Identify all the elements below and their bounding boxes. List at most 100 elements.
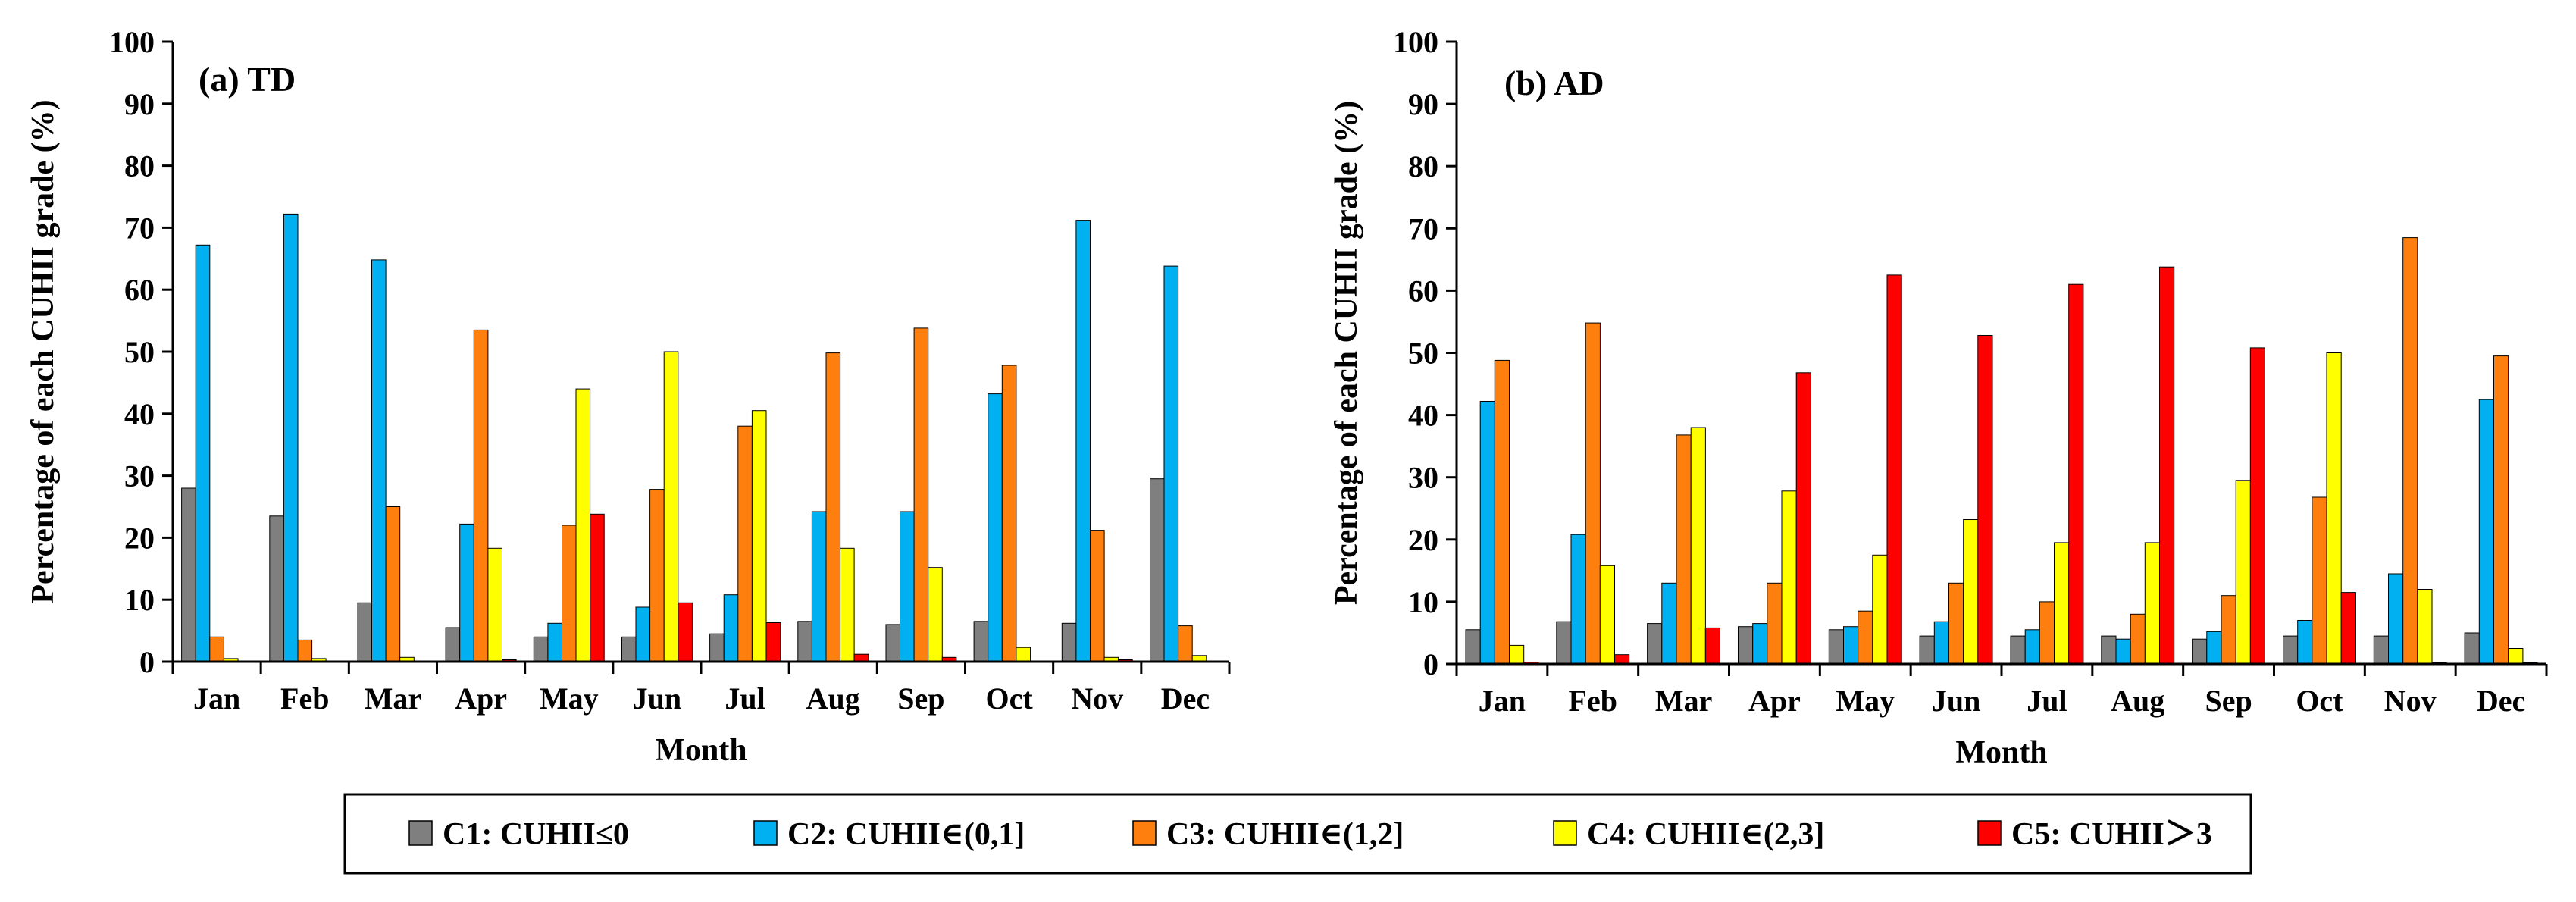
x-tick-label-mar: Mar	[1655, 684, 1713, 718]
x-tick-label-feb: Feb	[280, 681, 329, 716]
bar-jul-c5	[2068, 283, 2084, 665]
x-tick-label-may: May	[540, 681, 599, 716]
bar-jan-c2	[195, 244, 211, 662]
bar-apr-c4	[487, 547, 503, 662]
legend-swatch	[753, 820, 778, 846]
panel-a-chart: 0 10 20 30 40 50 60 70 80 90 100 Jan Feb Mar Apr May Jun…	[26, 25, 1231, 768]
bar-jan-c3	[209, 636, 224, 662]
bar-sep-c2	[900, 511, 915, 662]
bar-mar-c1	[357, 602, 373, 662]
x-tick-label-oct: Oct	[985, 681, 1033, 716]
bar-jul-c3	[2039, 601, 2055, 665]
legend-item-c3: C3: CUHII∈(1,2]	[1132, 817, 1404, 852]
bar-jun-c2	[1933, 621, 1950, 665]
bar-nov-c1	[1061, 622, 1077, 662]
bar-jan-c2	[1479, 401, 1495, 665]
y-tick-label: 90	[1408, 87, 1438, 121]
bar-apr-c2	[1752, 623, 1768, 665]
legend-item-c1: C1: CUHII≤0	[408, 817, 629, 852]
x-tick-label-jan: Jan	[193, 681, 240, 716]
bar-oct-c2	[988, 393, 1003, 662]
bar-jul-c1	[2010, 635, 2026, 665]
bar-may-c1	[533, 636, 549, 662]
bar-dec-c1	[2464, 632, 2480, 665]
bar-sep-c1	[885, 624, 901, 662]
legend-label: C4: CUHII∈(2,3]	[1587, 817, 1824, 852]
bar-sep-c4	[2235, 480, 2251, 665]
bar-may-c2	[547, 622, 563, 662]
bar-aug-c2	[2115, 638, 2131, 665]
bar-nov-c2	[1075, 220, 1091, 662]
bar-sep-c5	[2249, 347, 2266, 665]
bar-may-c2	[1843, 626, 1859, 665]
bar-mar-c5	[1704, 627, 1721, 665]
y-tick-label: 90	[124, 87, 155, 121]
bar-dec-c2	[2478, 399, 2495, 665]
bar-feb-c3	[297, 639, 313, 662]
legend-swatch	[408, 820, 433, 846]
bar-jun-c1	[1919, 635, 1935, 665]
y-tick-label: 80	[1408, 149, 1438, 183]
bar-aug-c3	[2130, 613, 2146, 665]
bar-nov-c1	[2373, 635, 2390, 665]
x-axis-title: Month	[655, 733, 747, 768]
legend-swatch	[1977, 820, 2002, 846]
panel-b-chart: 0 10 20 30 40 50 60 70 80 90 100 Jan Feb Mar Apr May Jun…	[1329, 25, 2548, 770]
y-tick-label: 0	[139, 645, 155, 679]
y-tick-label: 100	[109, 25, 155, 59]
legend-label: C1: CUHII≤0	[443, 817, 629, 852]
bar-apr-c5	[1795, 372, 1811, 665]
bar-mar-c4	[1690, 427, 1706, 665]
bar-apr-c2	[459, 523, 474, 662]
bar-jan-c1	[181, 487, 196, 662]
bar-jan-c1	[1465, 629, 1481, 665]
bar-jul-c1	[709, 633, 725, 662]
bar-apr-c3	[1767, 582, 1783, 665]
x-tick-label-mar: Mar	[365, 681, 422, 716]
y-tick-label: 10	[124, 583, 155, 617]
bar-aug-c1	[797, 621, 812, 662]
y-tick-label: 20	[124, 521, 155, 555]
bar-aug-c4	[840, 547, 855, 662]
y-tick-label: 0	[1423, 647, 1438, 681]
y-tick-label: 30	[1408, 461, 1438, 495]
bar-feb-c3	[1585, 322, 1601, 665]
y-tick-label: 40	[1408, 399, 1438, 433]
y-tick-label: 70	[124, 211, 155, 245]
bar-may-c4	[575, 388, 591, 662]
bar-jun-c2	[635, 606, 651, 662]
legend-border	[343, 793, 2252, 875]
bar-oct-c4	[1016, 647, 1031, 662]
bar-apr-c4	[1781, 490, 1797, 665]
bar-nov-c4	[2417, 589, 2433, 665]
bar-jul-c4	[751, 410, 767, 662]
bar-nov-c2	[2388, 573, 2404, 665]
x-tick-label-jul: Jul	[2027, 684, 2067, 718]
y-tick-label: 100	[1393, 25, 1438, 59]
y-tick-label: 50	[1408, 337, 1438, 371]
x-tick-label-jul: Jul	[725, 681, 765, 716]
bar-dec-c4	[2508, 648, 2524, 665]
x-tick-label-jan: Jan	[1479, 684, 1526, 718]
x-tick-label-apr: Apr	[1748, 684, 1801, 718]
legend-label: C2: CUHII∈(0,1]	[787, 817, 1025, 852]
bar-feb-c2	[283, 213, 299, 662]
legend-item-c4: C4: CUHII∈(2,3]	[1553, 817, 1824, 852]
bar-jun-c5	[678, 602, 693, 662]
bar-feb-c1	[1556, 621, 1572, 665]
y-tick-label: 30	[124, 459, 155, 493]
y-tick-label: 50	[124, 335, 155, 369]
bar-mar-c1	[1647, 623, 1663, 665]
bar-feb-c1	[269, 515, 284, 662]
bar-oct-c1	[2283, 635, 2299, 665]
bar-aug-c2	[811, 511, 827, 662]
x-tick-label-apr: Apr	[455, 681, 507, 716]
bar-apr-c3	[473, 329, 489, 662]
panel-title: (a) TD	[199, 60, 296, 99]
bar-aug-c3	[825, 352, 841, 662]
y-tick-label: 60	[1408, 274, 1438, 308]
x-tick-label-nov: Nov	[1071, 681, 1123, 716]
bar-may-c1	[1828, 629, 1845, 665]
bar-mar-c2	[1661, 582, 1677, 665]
y-axis-title: Percentage of each CUHII grade (%)	[26, 99, 61, 603]
